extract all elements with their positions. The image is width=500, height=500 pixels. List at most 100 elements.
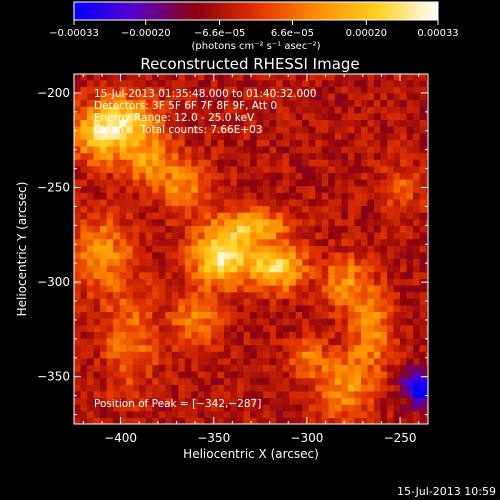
heatmap-cell — [250, 304, 258, 313]
heatmap-cell — [93, 377, 101, 385]
heatmap-cell — [126, 397, 134, 405]
heatmap-cell — [256, 238, 264, 246]
heatmap-cell — [406, 298, 414, 306]
heatmap-cell — [334, 298, 342, 306]
heatmap-cell — [119, 218, 127, 226]
heatmap-cell — [80, 397, 88, 405]
heatmap-cell — [165, 251, 173, 260]
heatmap-cell — [74, 390, 82, 399]
heatmap-cell — [87, 218, 95, 226]
heatmap-cell — [387, 390, 395, 399]
heatmap-cell — [119, 417, 127, 424]
heatmap-cell — [132, 258, 140, 266]
heatmap-cell — [380, 324, 388, 332]
heatmap-cell — [354, 112, 362, 120]
heatmap-cell — [406, 344, 414, 352]
heatmap-cell — [380, 337, 388, 346]
heatmap-cell — [315, 112, 323, 120]
heatmap-cell — [74, 410, 82, 418]
heatmap-cell — [334, 311, 342, 319]
heatmap-cell — [321, 99, 329, 107]
heatmap-cell — [100, 357, 108, 365]
heatmap-cell — [308, 258, 316, 266]
heatmap-cell — [321, 271, 329, 279]
heatmap-cell — [276, 159, 284, 167]
heatmap-cell — [406, 99, 414, 107]
heatmap-cell — [191, 265, 199, 273]
heatmap-cell — [93, 384, 101, 392]
heatmap-cell — [126, 225, 134, 233]
heatmap-cell — [178, 119, 186, 127]
heatmap-cell — [367, 278, 375, 286]
heatmap-cell — [419, 364, 427, 372]
heatmap-cell — [106, 245, 114, 253]
heatmap-cell — [367, 74, 375, 81]
heatmap-cell — [237, 74, 245, 81]
heatmap-cell — [341, 231, 349, 240]
heatmap-cell — [237, 324, 245, 332]
heatmap-cell — [113, 172, 121, 180]
heatmap-cell — [243, 205, 251, 213]
heatmap-cell — [184, 331, 192, 339]
heatmap-cell — [210, 337, 219, 346]
heatmap-cell — [158, 351, 166, 359]
heatmap-cell — [354, 79, 362, 87]
heatmap-cell — [80, 225, 88, 233]
heatmap-cell — [178, 86, 186, 94]
heatmap-cell — [158, 344, 166, 352]
heatmap-cell — [360, 331, 369, 339]
heatmap-cell — [106, 205, 114, 213]
heatmap-cell — [145, 119, 153, 127]
heatmap-cell — [210, 106, 219, 114]
heatmap-cell — [406, 404, 414, 412]
heatmap-cell — [100, 344, 108, 352]
heatmap-cell — [295, 119, 303, 127]
heatmap-cell — [250, 331, 258, 339]
heatmap-cell — [373, 179, 382, 187]
heatmap-cell — [204, 165, 212, 173]
heatmap-cell — [152, 351, 160, 359]
heatmap-cell — [113, 198, 121, 207]
heatmap-cell — [145, 404, 153, 412]
heatmap-cell — [334, 337, 342, 346]
heatmap-cell — [360, 152, 369, 160]
heatmap-cell — [230, 397, 238, 405]
heatmap-cell — [178, 192, 186, 200]
heatmap-cell — [289, 291, 297, 299]
heatmap-cell — [152, 318, 160, 326]
heatmap-cell — [341, 311, 349, 319]
heatmap-cell — [210, 331, 219, 339]
heatmap-cell — [269, 192, 277, 200]
heatmap-cell — [315, 410, 323, 418]
heatmap-cell — [197, 172, 206, 180]
heatmap-cell — [145, 357, 153, 365]
heatmap-cell — [119, 324, 127, 332]
heatmap-cell — [380, 79, 388, 87]
heatmap-cell — [184, 99, 192, 107]
heatmap-cell — [276, 278, 284, 286]
heatmap-cell — [263, 364, 271, 372]
heatmap-cell — [223, 410, 232, 418]
heatmap-cell — [87, 145, 95, 154]
heatmap-cell — [347, 212, 355, 220]
heatmap-cell — [204, 86, 212, 94]
heatmap-cell — [113, 278, 121, 286]
heatmap-cell — [106, 106, 114, 114]
heatmap-cell — [145, 139, 153, 147]
heatmap-cell — [223, 106, 232, 114]
heatmap-cell — [419, 331, 427, 339]
heatmap-cell — [308, 172, 316, 180]
heatmap-cell — [100, 251, 108, 260]
heatmap-cell — [419, 198, 427, 207]
heatmap-cell — [237, 284, 245, 293]
heatmap-cell — [367, 185, 375, 193]
heatmap-cell — [419, 351, 427, 359]
heatmap-cell — [308, 225, 316, 233]
heatmap-cell — [321, 172, 329, 180]
heatmap-cell — [256, 377, 264, 385]
heatmap-cell — [223, 231, 232, 240]
heatmap-cell — [282, 145, 290, 154]
heatmap-cell — [132, 86, 140, 94]
heatmap-cell — [380, 112, 388, 120]
heatmap-cell — [308, 192, 316, 200]
